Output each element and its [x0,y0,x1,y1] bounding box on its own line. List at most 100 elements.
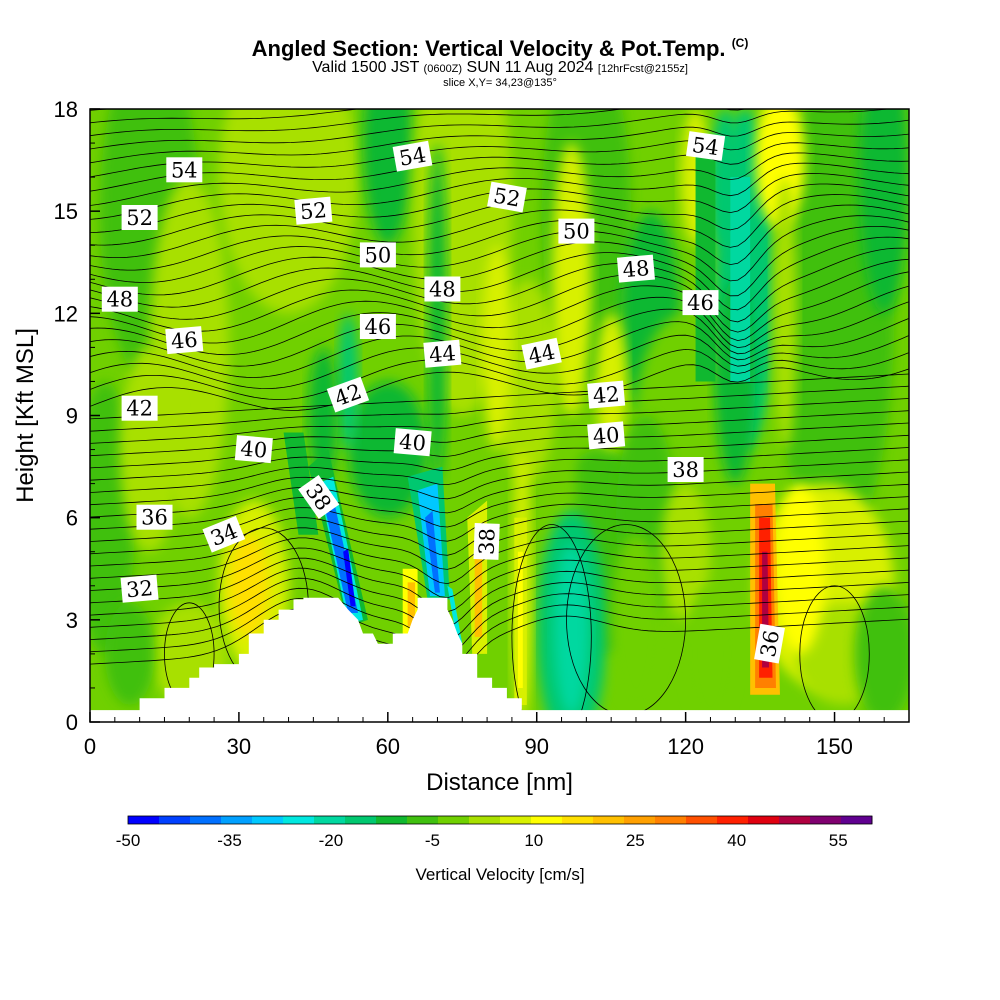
velocity-band [517,551,523,688]
colorbar-swatch [810,816,842,824]
isentrope [90,557,909,613]
contour-label-text: 54 [691,133,721,160]
contour-label-text: 54 [397,143,427,171]
colorbar-swatch [686,816,718,824]
contour-label-box [121,395,158,421]
contour-label-box [165,326,204,355]
isentrope [90,587,909,655]
contour-label-text: 50 [365,243,392,267]
contour-label-box [558,218,595,244]
colorbar-tick-label: -20 [319,831,344,850]
chart-subtitle: Valid 1500 JST (0600Z) SUN 11 Aug 2024 [… [312,59,688,76]
colorbar-swatch [655,816,687,824]
colorbar-tick-label: 10 [524,831,543,850]
isentrope [90,597,909,669]
contour-label: 36 [754,623,785,664]
contour-label-text: 38 [672,458,699,482]
isentrope [90,132,909,178]
colorbar-tick-label: -5 [425,831,440,850]
contour-label-text: 46 [170,327,199,353]
colorbar-frame [127,815,873,825]
isentrope [90,247,909,323]
contour-label-box [326,376,370,413]
isentrope [511,524,592,722]
contour-label: 54 [166,157,203,183]
y-tick-label: 18 [54,97,78,122]
contour-label: 52 [294,196,333,225]
contour-label-box [616,254,655,283]
contour-label-text: 36 [756,628,784,658]
contour-label-text: 38 [475,528,500,556]
colorbar-swatch [469,816,501,824]
contour-label-text: 52 [299,198,328,224]
colorbar-swatch [500,816,532,824]
isentrope [90,236,909,311]
contour-label-box [587,421,626,450]
colorbar-tick-label: -50 [116,831,141,850]
colorbar-swatch [252,816,284,824]
colorbar-swatch [128,816,160,824]
contour-label: 44 [521,337,562,370]
contour-label-text: 46 [687,291,714,315]
isentrope [90,109,361,124]
contour-label-box [202,515,246,553]
contour-label-box [686,131,726,161]
isentrope [90,434,909,481]
contour-label-box [393,428,432,457]
contour-label: 42 [121,395,158,421]
field-blob [596,313,627,450]
field-blob [104,602,155,705]
contour-label-box [487,181,527,213]
field-blob [685,585,736,722]
isentrope [90,301,909,367]
colorbar-swatch [841,816,873,824]
isentrope [90,109,114,111]
velocity-band [695,143,716,382]
contour-label-text: 42 [592,382,621,408]
contour-label-box [473,523,500,560]
contour-label-box [521,337,562,370]
field-blob [219,109,359,314]
contour-label-box [682,290,719,316]
contour-label-text: 48 [622,256,651,282]
contour-label: 38 [473,523,500,560]
colorbar: -50 -35 -20 -5 10 25 40 55 Vertical Velocity [cm… [116,815,873,884]
isentrope [90,119,909,164]
colorbar-swatch [345,816,377,824]
isentrope [90,422,909,469]
contour-label: 46 [359,314,396,339]
isentrope [90,385,909,432]
contour-label-text: 44 [428,341,457,367]
x-axis-title: Distance [nm] [426,769,573,796]
contour-label-box [424,276,461,302]
contour-label: 44 [423,339,462,368]
contour-label-box [121,205,158,230]
contour-label: 54 [392,140,433,172]
contour-label-text: 40 [592,423,621,449]
field-blob [363,109,413,246]
colorbar-swatch [531,816,563,824]
y-tick-label: 0 [66,710,78,735]
velocity-band [343,548,356,607]
isentrope [90,471,909,518]
isentrope [90,152,909,206]
field-blob [772,177,798,450]
colorbar-swatch [748,816,780,824]
y-tick-label: 3 [66,608,78,633]
x-tick-label: 60 [376,734,400,759]
contour-label: 42 [587,380,626,409]
isentrope [90,109,891,150]
colorbar-swatch [593,816,625,824]
isentrope [90,285,909,356]
colorbar-tick-label: -35 [217,831,242,850]
colorbar-swatch [717,816,749,824]
contour-label: 38 [667,457,704,482]
contour-label-text: 32 [125,576,154,602]
contour-label-box [667,457,704,482]
contour-label-text: 50 [563,220,590,244]
contour-label-text: 52 [126,206,153,230]
isentrope [90,545,909,599]
isentrope [90,520,909,570]
isentrope [90,459,909,506]
